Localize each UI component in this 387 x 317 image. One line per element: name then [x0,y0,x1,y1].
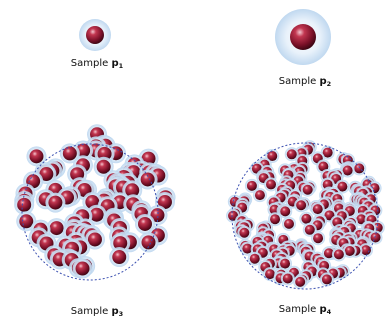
sphere [86,26,104,44]
caption-subscript: 1 [119,62,124,70]
sphere [287,149,297,159]
sphere [290,24,316,50]
caption-subscript: 4 [327,308,332,316]
caption-label: Sample [279,304,317,315]
sphere [48,196,62,210]
caption: Sample p1 [71,58,124,70]
sphere [313,233,323,243]
caption: Sample p3 [71,306,123,317]
sphere [345,246,355,256]
sphere [361,245,371,255]
sphere [343,166,353,176]
sphere [283,273,293,283]
page: Sample p1 Sample p2 Sample p3 Sample p4 … [0,0,387,317]
sphere [29,149,43,163]
caption-symbol: p [111,58,118,69]
sphere [266,179,276,189]
sphere [301,214,311,224]
sphere [322,274,332,284]
caption: Sample p2 [279,76,331,88]
sphere [50,221,64,235]
sphere [76,262,90,276]
sphere [313,204,323,214]
sphere [63,146,77,160]
spheres [14,9,385,289]
figure: Sample p1 Sample p2 Sample p3 Sample p4 [0,0,387,317]
sphere [303,185,313,195]
sphere [284,219,294,229]
caption-symbol: p [319,304,326,315]
sphere [19,214,33,228]
sphere [239,228,249,238]
sphere [17,198,31,212]
caption-label: Sample [71,58,109,69]
caption: Sample p4 [279,304,332,316]
sphere [247,181,257,191]
sphere [112,250,126,264]
caption-symbol: p [111,306,118,317]
sphere [295,277,305,287]
sphere [280,206,290,216]
sphere [250,254,260,264]
caption-symbol: p [319,76,326,87]
sphere [141,172,155,186]
sphere [334,249,344,259]
caption-label: Sample [279,76,317,87]
sphere [270,214,280,224]
sphere [255,190,265,200]
sphere [296,200,306,210]
sphere [88,232,102,246]
sphere [354,163,364,173]
sphere [280,259,290,269]
caption-subscript: 2 [327,80,332,88]
sphere [371,232,381,242]
sphere [138,217,152,231]
caption-subscript: 3 [119,310,124,317]
caption-label: Sample [71,306,109,317]
